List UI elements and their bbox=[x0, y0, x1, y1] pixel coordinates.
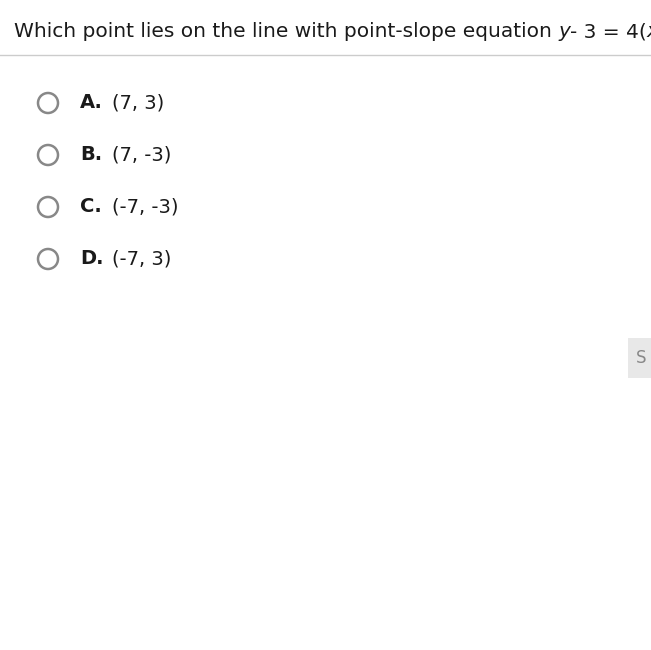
Text: (7, 3): (7, 3) bbox=[112, 94, 164, 112]
FancyBboxPatch shape bbox=[628, 338, 651, 378]
Text: D.: D. bbox=[80, 250, 104, 268]
Text: B.: B. bbox=[80, 146, 102, 164]
Text: x: x bbox=[647, 22, 651, 41]
Text: (-7, -3): (-7, -3) bbox=[112, 198, 178, 216]
Text: S: S bbox=[636, 349, 646, 367]
Text: (-7, 3): (-7, 3) bbox=[112, 250, 171, 268]
Text: - 3 = 4(: - 3 = 4( bbox=[570, 22, 647, 41]
Text: C.: C. bbox=[80, 198, 102, 216]
Text: (7, -3): (7, -3) bbox=[112, 146, 171, 164]
Text: y: y bbox=[559, 22, 570, 41]
Text: Which point lies on the line with point-slope equation: Which point lies on the line with point-… bbox=[14, 22, 559, 41]
Text: A.: A. bbox=[80, 94, 103, 112]
